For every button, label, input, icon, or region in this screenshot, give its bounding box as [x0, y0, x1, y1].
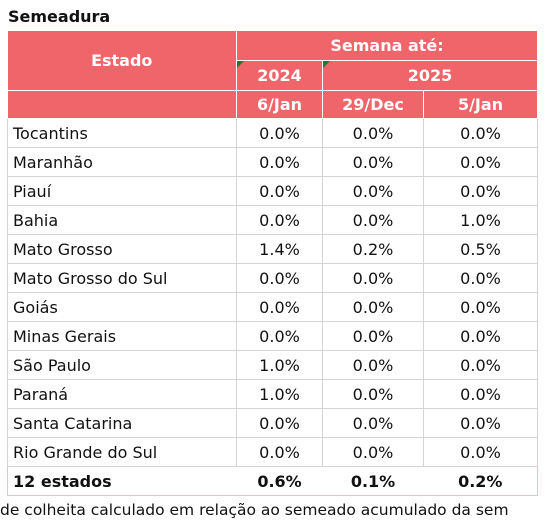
value-cell-29-dec: 0.0%	[322, 437, 424, 467]
value-cell-6-jan: 0.0%	[236, 176, 323, 206]
value-cell-29-dec: 0.0%	[322, 118, 424, 148]
value-cell-5-jan: 0.0%	[422, 147, 539, 177]
value-cell-5-jan: 0.2%	[423, 466, 539, 496]
value-cell-5-jan: 0.0%	[422, 118, 539, 148]
value-cell-5-jan: 0.0%	[422, 350, 539, 380]
state-name-cell: Tocantins	[7, 118, 237, 148]
value-cell-5-jan: 0.0%	[422, 176, 539, 206]
value-cell-6-jan: 1.4%	[236, 234, 323, 264]
header-date-2: 29/Dec	[322, 90, 424, 119]
value-cell-6-jan: 0.0%	[236, 292, 323, 322]
comment-marker-icon	[237, 61, 244, 68]
header-estado: Estado	[7, 30, 237, 91]
table-row: Tocantins 0.0% 0.0% 0.0%	[7, 118, 539, 148]
table-header: Estado Semana até: 2024 2025 6/Jan 29/De…	[7, 30, 539, 119]
value-cell-5-jan: 0.5%	[422, 234, 539, 264]
value-cell-29-dec: 0.0%	[322, 176, 424, 206]
state-name-cell: Rio Grande do Sul	[7, 437, 237, 467]
value-cell-6-jan: 0.0%	[236, 408, 323, 438]
header-year-2025: 2025	[321, 60, 539, 91]
value-cell-29-dec: 0.0%	[322, 379, 424, 409]
table-row: Bahia 0.0% 0.0% 1.0%	[7, 205, 539, 235]
state-name-cell: Mato Grosso	[7, 234, 237, 264]
state-name-cell: Piauí	[7, 176, 237, 206]
header-estado-blank	[7, 90, 237, 119]
value-cell-29-dec: 0.2%	[322, 234, 424, 264]
value-cell-29-dec: 0.0%	[322, 292, 424, 322]
value-cell-5-jan: 0.0%	[422, 437, 539, 467]
value-cell-6-jan: 1.0%	[236, 379, 323, 409]
table-body: Tocantins 0.0% 0.0% 0.0% Maranhão 0.0% 0.0% 0.0…	[7, 118, 539, 496]
value-cell-29-dec: 0.0%	[322, 263, 424, 293]
state-name-cell: Goiás	[7, 292, 237, 322]
total-row: 12 estados 0.6% 0.1% 0.2%	[7, 466, 539, 496]
footnote: de colheita calculado em relação ao seme…	[0, 501, 509, 519]
state-name-cell: Paraná	[7, 379, 237, 409]
table-row: Goiás 0.0% 0.0% 0.0%	[7, 292, 539, 322]
header-date-3: 5/Jan	[422, 90, 539, 119]
table-row: Santa Catarina 0.0% 0.0% 0.0%	[7, 408, 539, 438]
table-row: Mato Grosso 1.4% 0.2% 0.5%	[7, 234, 539, 264]
header-date-1: 6/Jan	[236, 90, 323, 119]
value-cell-29-dec: 0.0%	[322, 147, 424, 177]
table-title: Semeadura	[8, 7, 111, 26]
comment-marker-icon	[323, 61, 330, 68]
value-cell-29-dec: 0.0%	[322, 408, 424, 438]
state-name-cell: Maranhão	[7, 147, 237, 177]
value-cell-5-jan: 0.0%	[422, 321, 539, 351]
sowing-progress-table: Estado Semana até: 2024 2025 6/Jan 29/De…	[7, 30, 539, 496]
value-cell-29-dec: 0.0%	[322, 205, 424, 235]
value-cell-5-jan: 0.0%	[422, 263, 539, 293]
value-cell-6-jan: 0.0%	[236, 118, 323, 148]
table-row: Minas Gerais 0.0% 0.0% 0.0%	[7, 321, 539, 351]
state-name-cell: Minas Gerais	[7, 321, 237, 351]
state-name-cell: Bahia	[7, 205, 237, 235]
value-cell-6-jan: 0.6%	[236, 466, 323, 496]
value-cell-29-dec: 0.0%	[322, 321, 424, 351]
table-row: Rio Grande do Sul 0.0% 0.0% 0.0%	[7, 437, 539, 467]
value-cell-5-jan: 0.0%	[422, 408, 539, 438]
table-row: Maranhão 0.0% 0.0% 0.0%	[7, 147, 539, 177]
table-row: São Paulo 1.0% 0.0% 0.0%	[7, 350, 539, 380]
state-name-cell: Mato Grosso do Sul	[7, 263, 237, 293]
value-cell-5-jan: 0.0%	[422, 292, 539, 322]
header-year-2024: 2024	[236, 60, 323, 91]
value-cell-6-jan: 0.0%	[236, 321, 323, 351]
state-name-cell: Santa Catarina	[7, 408, 237, 438]
state-name-cell: São Paulo	[7, 350, 237, 380]
value-cell-5-jan: 1.0%	[422, 205, 539, 235]
table-row: Mato Grosso do Sul 0.0% 0.0% 0.0%	[7, 263, 539, 293]
value-cell-5-jan: 0.0%	[422, 379, 539, 409]
header-semana-ate: Semana até:	[235, 30, 539, 61]
value-cell-6-jan: 0.0%	[236, 437, 323, 467]
value-cell-6-jan: 0.0%	[236, 263, 323, 293]
table-row: Paraná 1.0% 0.0% 0.0%	[7, 379, 539, 409]
value-cell-6-jan: 1.0%	[236, 350, 323, 380]
value-cell-6-jan: 0.0%	[236, 147, 323, 177]
state-name-cell: 12 estados	[7, 466, 237, 496]
value-cell-29-dec: 0.0%	[322, 350, 424, 380]
value-cell-29-dec: 0.1%	[322, 466, 424, 496]
table-row: Piauí 0.0% 0.0% 0.0%	[7, 176, 539, 206]
value-cell-6-jan: 0.0%	[236, 205, 323, 235]
